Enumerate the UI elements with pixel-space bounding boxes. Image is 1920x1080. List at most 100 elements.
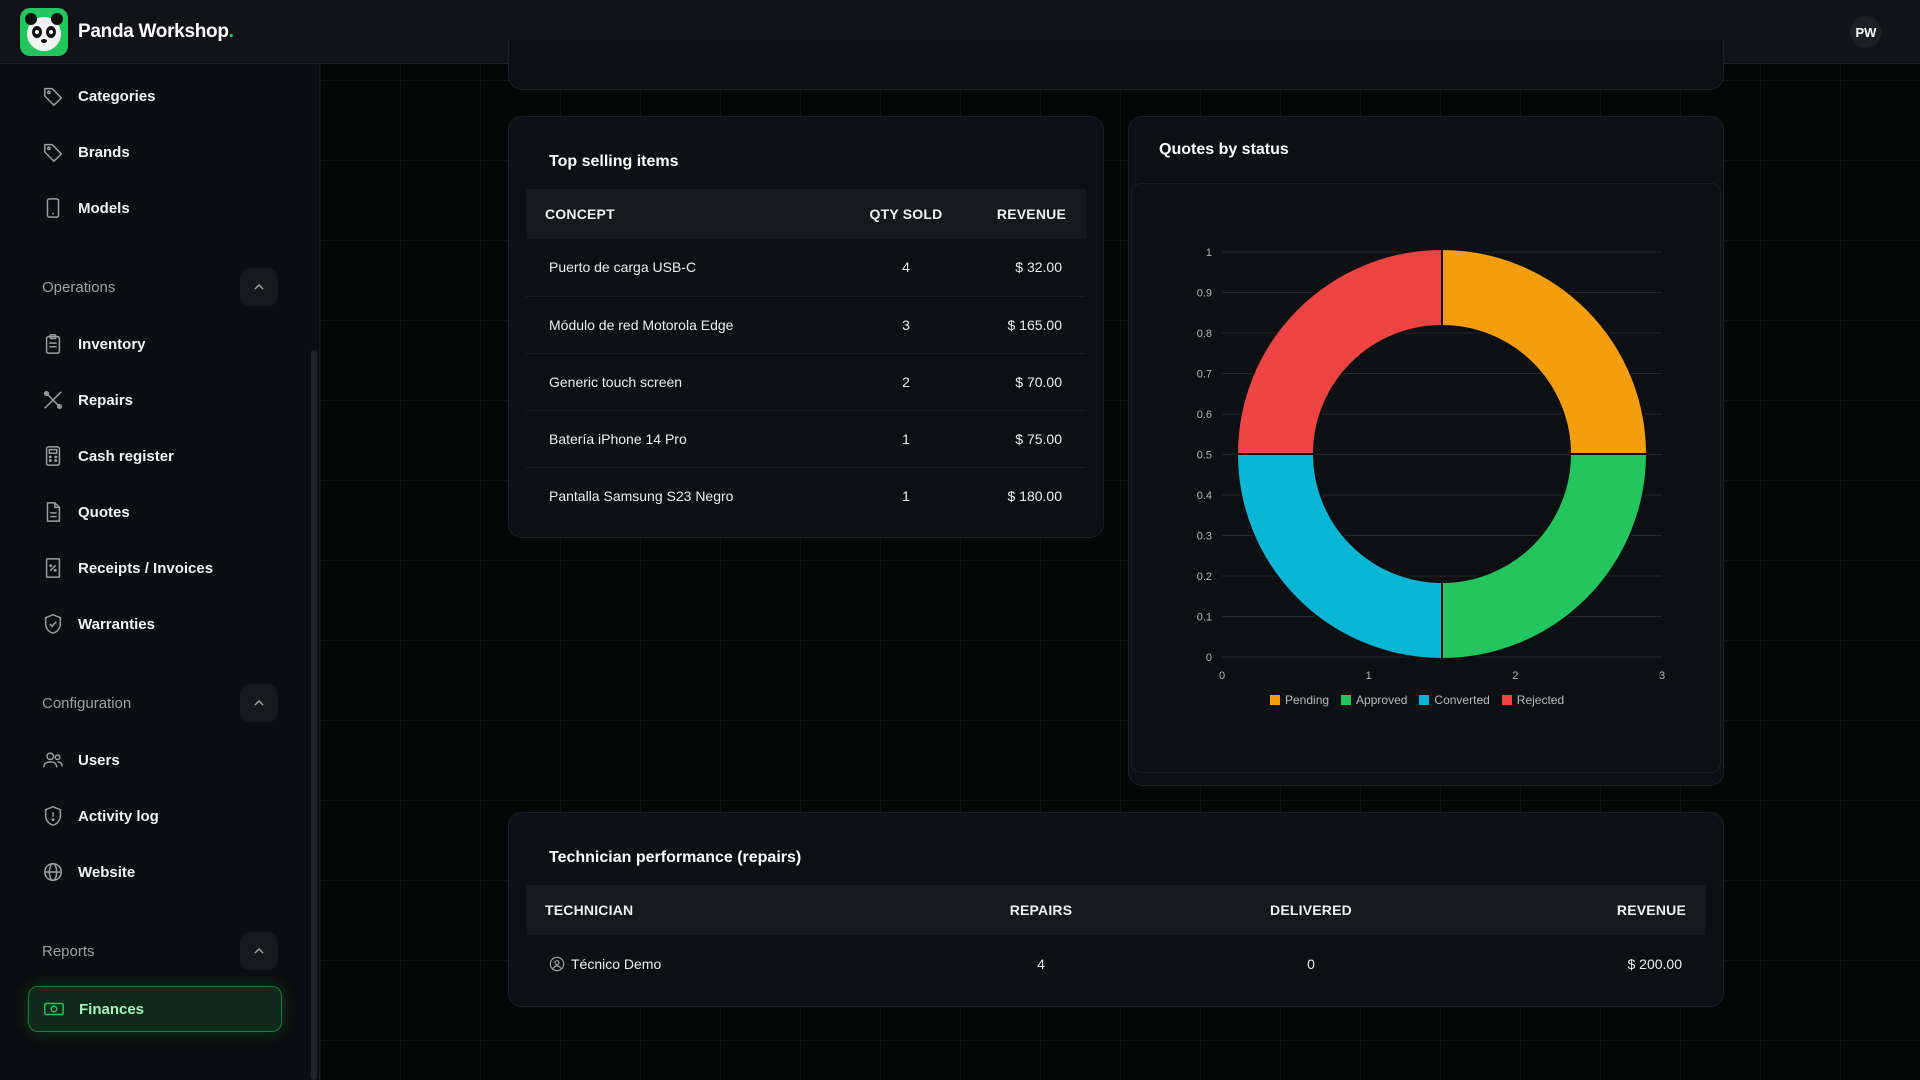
sidebar-item-label: Activity log: [78, 807, 159, 825]
y-tick-label: 0.1: [1197, 612, 1212, 624]
section-title-reports: Reports: [42, 943, 95, 960]
qty-cell: 1: [902, 487, 910, 504]
chart-frame: 0 0.1 0.2 0.3 0.4 0.5 0.6 0.7 0.8 0.9 1 0 1 2 3 Pendin…: [1131, 183, 1721, 773]
brand-name[interactable]: Panda Workshop.: [78, 20, 234, 42]
table-row[interactable]: Técnico Demo 4 0 $ 200.00: [526, 935, 1706, 992]
sidebar-item-label: Receipts / Invoices: [78, 559, 214, 577]
donut-slice-rejected: [1235, 247, 1443, 455]
sidebar-item-repairs[interactable]: Repairs: [28, 378, 282, 422]
sidebar-item-models[interactable]: Models: [28, 186, 282, 230]
table-row[interactable]: Generic touch screen 2 $ 70.00: [526, 353, 1086, 411]
legend-label: Converted: [1434, 693, 1490, 707]
user-avatar[interactable]: PW: [1850, 16, 1882, 48]
section-title-operations: Operations: [42, 279, 116, 296]
chevron-up-icon: [254, 283, 264, 290]
legend-label: Approved: [1356, 693, 1408, 707]
y-tick-label: 0.3: [1197, 531, 1212, 543]
users-icon: [43, 752, 63, 768]
qty-cell: 3: [846, 296, 966, 354]
technician-table: TECHNICIAN REPAIRS DELIVERED REVENUE Téc…: [526, 885, 1706, 992]
sidebar-item-categories[interactable]: Categories: [28, 74, 282, 118]
top-selling-table: CONCEPT QTY SOLD REVENUE Puerto de carga…: [526, 189, 1086, 524]
legend-swatch: [1501, 695, 1512, 705]
sidebar-scrollbar[interactable]: [311, 350, 317, 1080]
quotes-by-status-card: Quotes by status 0 0.1 0.2 0.3 0.4 0.5 0.6 0.7 0…: [1128, 116, 1724, 786]
shield-icon: [44, 806, 62, 826]
previous-card: [508, 40, 1724, 90]
legend-item-approved[interactable]: Approved: [1341, 693, 1407, 707]
donut-slice-pending: [1441, 247, 1649, 455]
table-row[interactable]: Puerto de carga USB-C 4 $ 32.00: [526, 239, 1086, 297]
column-header: CONCEPT: [526, 189, 846, 239]
donut-slice-converted: [1235, 453, 1443, 661]
repairs-cell: 4: [1037, 955, 1045, 972]
legend-label: Pending: [1285, 693, 1330, 707]
revenue-cell: $ 75.00: [966, 410, 1086, 468]
y-tick-label: 0: [1206, 652, 1212, 664]
x-tick-label: 0: [1219, 670, 1225, 682]
sidebar-item-activity-log[interactable]: Activity log: [28, 794, 282, 838]
revenue-cell: $ 32.00: [966, 239, 1086, 297]
y-tick-label: 0.4: [1197, 490, 1212, 502]
tag-icon: [44, 87, 63, 107]
document-icon: [46, 502, 61, 522]
table-row[interactable]: Batería iPhone 14 Pro 1 $ 75.00: [526, 410, 1086, 468]
y-tick-label: 0.8: [1197, 328, 1212, 340]
chevron-up-icon: [254, 947, 264, 954]
sidebar-item-label: Quotes: [78, 503, 130, 521]
revenue-cell: $ 180.00: [1007, 487, 1063, 504]
concept-cell: Puerto de carga USB-C: [526, 239, 846, 297]
collapse-configuration-button[interactable]: [240, 684, 278, 722]
table-row[interactable]: Pantalla Samsung S23 Negro 1 $ 180.00: [526, 467, 1086, 524]
sidebar-item-warranties[interactable]: Warranties: [28, 602, 282, 646]
legend-swatch: [1419, 695, 1430, 705]
clipboard-icon: [45, 334, 61, 354]
collapse-operations-button[interactable]: [240, 268, 278, 306]
sidebar-item-cash-register[interactable]: Cash register: [28, 434, 282, 478]
table-row[interactable]: Módulo de red Motorola Edge 3 $ 165.00: [526, 296, 1086, 354]
revenue-cell: $ 165.00: [966, 296, 1086, 354]
sidebar-item-receipts-invoices[interactable]: Receipts / Invoices: [28, 546, 282, 590]
revenue-cell: $ 70.00: [966, 353, 1086, 411]
sidebar-item-label: Cash register: [78, 447, 174, 465]
concept-cell: Generic touch screen: [526, 353, 846, 411]
globe-icon: [44, 863, 62, 881]
section-title-configuration: Configuration: [42, 695, 132, 712]
y-tick-label: 0.5: [1197, 450, 1212, 462]
quotes-donut-chart: 0 0.1 0.2 0.3 0.4 0.5 0.6 0.7 0.8 0.9 1 0 1 2 3: [1197, 247, 1665, 682]
card-title: Quotes by status: [1159, 141, 1289, 158]
sidebar-item-finances[interactable]: Finances: [28, 986, 282, 1032]
y-tick-label: 0.2: [1197, 571, 1212, 583]
legend-item-pending[interactable]: Pending: [1270, 693, 1329, 707]
chevron-up-icon: [254, 699, 264, 706]
legend-label: Rejected: [1516, 693, 1565, 707]
sidebar-item-website[interactable]: Website: [28, 850, 282, 894]
user-circle-icon: [549, 956, 565, 971]
x-tick-label: 1: [1366, 670, 1372, 682]
qty-cell: 4: [846, 239, 966, 297]
y-tick-label: 0.9: [1197, 288, 1212, 300]
sidebar-item-brands[interactable]: Brands: [28, 130, 282, 174]
column-header: DELIVERED: [1176, 885, 1446, 935]
collapse-reports-button[interactable]: [240, 932, 278, 970]
y-tick-label: 0.6: [1197, 409, 1212, 421]
column-header: REVENUE: [966, 189, 1086, 239]
legend-swatch: [1341, 695, 1352, 705]
sidebar-item-label: Finances: [79, 1000, 145, 1018]
sidebar-item-inventory[interactable]: Inventory: [28, 322, 282, 366]
panda-logo-icon[interactable]: [20, 7, 68, 56]
technician-performance-card: Technician performance (repairs) TECHNIC…: [508, 812, 1724, 1007]
sidebar-item-users[interactable]: Users: [28, 738, 282, 782]
sidebar-item-label: Inventory: [78, 335, 146, 353]
top-selling-card: Top selling items CONCEPT QTY SOLD REVEN…: [508, 116, 1104, 538]
x-tick-label: 2: [1512, 670, 1518, 682]
sidebar-item-label: Repairs: [78, 391, 134, 409]
qty-cell: 1: [846, 410, 966, 468]
sidebar-item-quotes[interactable]: Quotes: [28, 490, 282, 534]
y-tick-label: 0.7: [1197, 369, 1212, 381]
legend-item-converted[interactable]: Converted: [1419, 693, 1490, 707]
legend-item-rejected[interactable]: Rejected: [1501, 693, 1565, 707]
donut-slice-approved: [1441, 453, 1649, 661]
chart-legend: Pending Approved Converted Rejected: [1270, 693, 1564, 707]
sidebar-item-label: Categories: [78, 87, 156, 105]
